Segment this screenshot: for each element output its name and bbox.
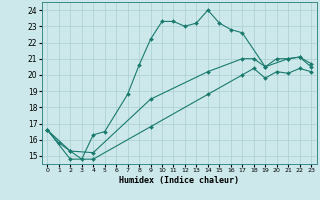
- X-axis label: Humidex (Indice chaleur): Humidex (Indice chaleur): [119, 176, 239, 185]
